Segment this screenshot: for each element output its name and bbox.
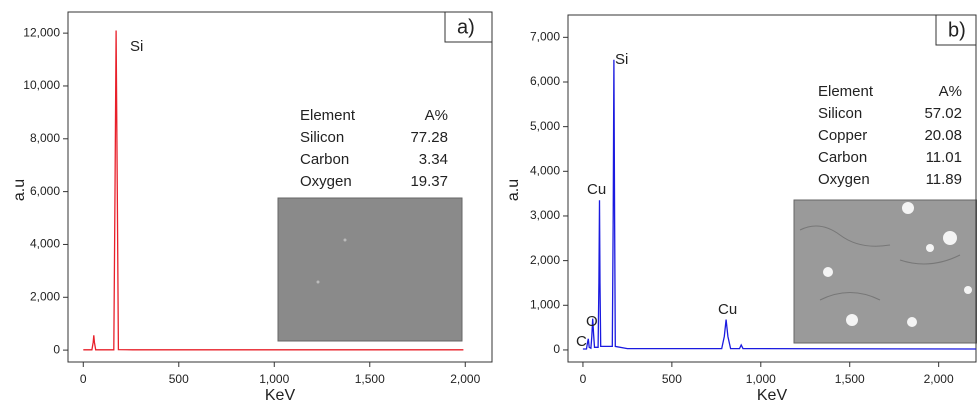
panel-label: b) (948, 19, 966, 41)
sem-image-b (793, 199, 977, 344)
table-header: A% (939, 83, 962, 100)
speck (343, 238, 347, 242)
y-tick-label: 8,000 (30, 131, 60, 145)
y-tick-label: 4,000 (530, 163, 560, 177)
sem-image (277, 197, 463, 342)
y-tick-label: 0 (53, 342, 60, 356)
table-header: Element (818, 83, 874, 100)
sem-image (793, 199, 977, 344)
panel-box (444, 11, 493, 43)
y-tick-label: 6,000 (30, 184, 60, 198)
plot-frame (567, 14, 977, 363)
element-name: Silicon (300, 129, 344, 146)
element-name: Carbon (818, 149, 867, 166)
table-header: Element (300, 107, 356, 124)
particle (943, 231, 957, 245)
y-tick-label: 5,000 (530, 119, 560, 133)
element-percent: 57.02 (924, 105, 962, 122)
y-tick-label: 1,000 (530, 297, 560, 311)
particle (907, 317, 917, 327)
y-tick-label: 4,000 (30, 237, 60, 251)
particle (902, 202, 914, 214)
y-tick-label: 7,000 (530, 30, 560, 44)
y-tick-label: 2,000 (30, 289, 60, 303)
particle (964, 286, 972, 294)
x-tick-label: 2,000 (450, 372, 480, 386)
x-axis-title: KeV (757, 387, 788, 404)
element-percent: 11.89 (926, 171, 962, 188)
element-percent: 11.01 (926, 149, 962, 166)
y-axis-title: a.u (505, 179, 522, 201)
spectrum-line (582, 59, 977, 350)
texture (799, 225, 961, 301)
peak-label: Cu (587, 181, 606, 198)
x-tick-label: 500 (169, 372, 189, 386)
sem-image-a (277, 197, 463, 342)
x-tick-label: 1,000 (746, 372, 776, 386)
x-tick-label: 1,500 (355, 372, 385, 386)
speck (316, 280, 320, 284)
element-percent: 20.08 (924, 127, 962, 144)
x-tick-label: 1,000 (259, 372, 289, 386)
x-axis-title: KeV (265, 387, 296, 404)
table-header: A% (425, 107, 448, 124)
element-name: Oxygen (818, 171, 870, 188)
panel-label: a) (457, 16, 475, 38)
particle (846, 314, 858, 326)
particle (823, 267, 833, 277)
x-tick-label: 0 (80, 372, 87, 386)
x-tick-label: 500 (662, 372, 682, 386)
element-name: Silicon (818, 105, 862, 122)
y-tick-label: 2,000 (530, 253, 560, 267)
peak-label: C (576, 333, 587, 350)
spectrum-line (83, 30, 464, 351)
y-axis-title: a.u (11, 179, 28, 201)
peak-label: Si (615, 51, 628, 68)
peak-label: Cu (718, 301, 737, 318)
y-tick-label: 10,000 (23, 78, 60, 92)
element-name: Copper (818, 127, 867, 144)
element-name: Oxygen (300, 173, 352, 190)
panel-box (935, 14, 977, 46)
peak-label: Si (130, 38, 143, 55)
plot-frame (67, 11, 493, 363)
y-tick-label: 12,000 (23, 25, 60, 39)
x-tick-label: 2,000 (924, 372, 954, 386)
y-tick-label: 6,000 (530, 74, 560, 88)
particle (926, 244, 934, 252)
y-tick-label: 3,000 (530, 208, 560, 222)
element-name: Carbon (300, 151, 349, 168)
element-percent: 77.28 (410, 129, 448, 146)
x-tick-label: 1,500 (835, 372, 865, 386)
peak-label: O (586, 313, 598, 330)
element-percent: 3.34 (419, 151, 448, 168)
y-tick-label: 0 (553, 342, 560, 356)
element-percent: 19.37 (410, 173, 448, 190)
x-tick-label: 0 (580, 372, 587, 386)
